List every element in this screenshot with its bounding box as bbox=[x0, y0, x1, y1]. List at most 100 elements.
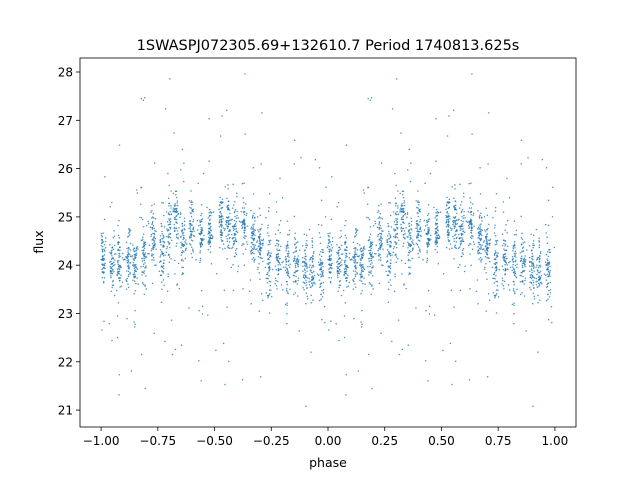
data-point bbox=[293, 139, 296, 142]
data-point bbox=[399, 209, 401, 211]
data-point bbox=[220, 213, 222, 215]
data-point bbox=[304, 252, 307, 255]
data-point bbox=[491, 266, 494, 269]
data-point bbox=[111, 265, 114, 268]
data-point bbox=[337, 250, 340, 252]
data-point bbox=[312, 270, 315, 272]
data-point bbox=[470, 243, 472, 245]
data-point bbox=[367, 186, 369, 189]
data-point bbox=[459, 204, 462, 206]
data-point bbox=[161, 237, 163, 240]
data-point bbox=[234, 228, 236, 230]
data-point bbox=[525, 330, 527, 332]
data-point bbox=[190, 201, 192, 204]
data-point bbox=[253, 212, 255, 215]
data-point bbox=[161, 202, 163, 204]
data-point bbox=[488, 299, 491, 302]
data-point bbox=[457, 219, 459, 221]
data-point bbox=[370, 293, 372, 296]
data-point bbox=[137, 283, 139, 285]
data-point bbox=[532, 267, 535, 270]
data-point bbox=[370, 270, 372, 272]
data-point bbox=[485, 238, 488, 241]
data-point bbox=[550, 305, 553, 308]
data-point bbox=[143, 255, 145, 258]
data-point bbox=[259, 244, 262, 246]
data-point bbox=[386, 241, 388, 243]
data-point bbox=[127, 264, 130, 267]
data-point bbox=[233, 211, 236, 214]
data-point bbox=[406, 212, 409, 214]
data-point bbox=[406, 213, 409, 216]
data-point bbox=[538, 271, 541, 274]
data-point bbox=[166, 221, 169, 223]
data-point bbox=[275, 254, 278, 256]
data-point bbox=[389, 214, 392, 217]
data-point bbox=[258, 247, 261, 250]
data-point bbox=[552, 186, 554, 188]
data-point bbox=[173, 210, 176, 213]
data-point bbox=[151, 255, 153, 257]
data-point bbox=[294, 266, 297, 269]
data-point bbox=[362, 270, 365, 273]
data-point bbox=[221, 231, 223, 234]
data-point bbox=[132, 258, 135, 260]
data-point bbox=[393, 230, 396, 232]
data-point bbox=[374, 220, 376, 223]
data-point bbox=[501, 283, 503, 285]
data-point bbox=[344, 270, 347, 273]
data-point bbox=[100, 242, 103, 245]
data-point bbox=[306, 267, 308, 270]
data-point bbox=[404, 232, 406, 235]
data-point bbox=[235, 228, 237, 230]
data-point bbox=[494, 262, 497, 264]
data-point bbox=[102, 259, 105, 262]
data-point bbox=[168, 254, 170, 256]
data-point bbox=[346, 249, 348, 252]
data-point bbox=[362, 250, 364, 252]
data-point bbox=[167, 197, 170, 200]
data-point bbox=[199, 233, 202, 236]
data-point bbox=[174, 273, 176, 275]
data-point bbox=[468, 207, 471, 209]
data-point bbox=[227, 208, 229, 211]
data-point bbox=[515, 256, 517, 258]
data-point bbox=[277, 255, 280, 258]
data-point bbox=[251, 243, 254, 246]
data-point bbox=[258, 272, 260, 274]
data-point bbox=[303, 281, 306, 284]
data-point bbox=[295, 280, 297, 283]
data-point bbox=[463, 270, 466, 273]
data-point bbox=[160, 274, 162, 277]
data-point bbox=[457, 247, 460, 250]
data-point bbox=[193, 230, 195, 232]
data-point bbox=[170, 207, 172, 209]
data-point bbox=[269, 284, 272, 287]
data-point bbox=[539, 278, 541, 281]
data-point bbox=[402, 221, 404, 224]
data-point bbox=[186, 243, 188, 246]
data-point bbox=[416, 219, 418, 222]
data-point bbox=[226, 257, 228, 260]
data-point bbox=[103, 277, 106, 279]
data-point bbox=[427, 220, 430, 223]
data-point bbox=[118, 394, 120, 396]
data-point bbox=[362, 189, 365, 191]
data-point bbox=[395, 205, 397, 207]
data-point bbox=[206, 206, 208, 209]
data-point bbox=[219, 221, 221, 223]
data-point bbox=[538, 257, 541, 259]
data-point bbox=[495, 256, 498, 259]
data-point bbox=[494, 252, 496, 255]
data-point bbox=[244, 229, 246, 232]
data-point bbox=[127, 270, 130, 272]
data-point bbox=[260, 227, 262, 230]
data-point bbox=[345, 237, 348, 239]
data-point bbox=[208, 240, 210, 243]
data-point bbox=[319, 285, 322, 287]
data-point bbox=[397, 207, 399, 209]
data-point bbox=[460, 242, 462, 244]
data-point bbox=[109, 251, 111, 254]
data-point bbox=[336, 205, 338, 208]
data-point bbox=[243, 232, 246, 234]
